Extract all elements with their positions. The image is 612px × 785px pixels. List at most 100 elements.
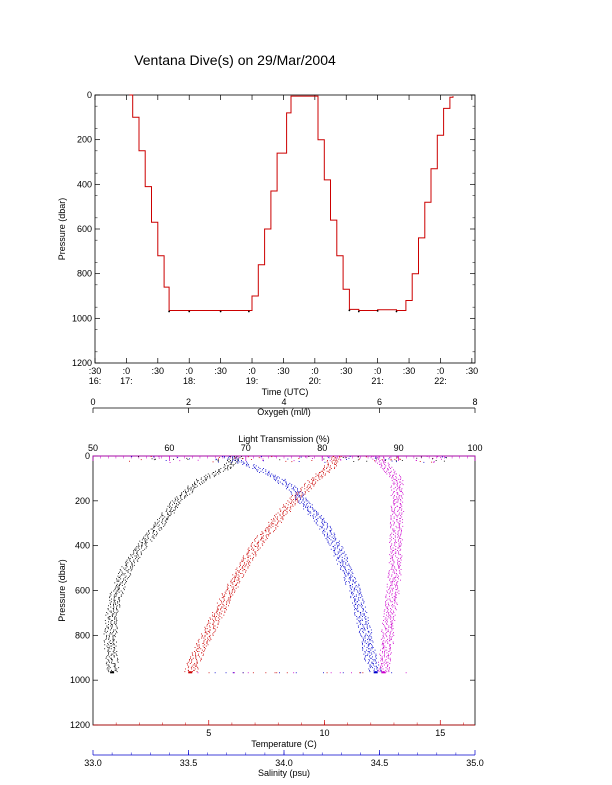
light-point <box>370 457 372 459</box>
oxygen-point <box>135 555 137 557</box>
light-bottom-marker <box>381 671 386 674</box>
salinity-point <box>285 482 287 484</box>
temperature-point <box>196 659 197 660</box>
oxygen-point <box>115 645 117 647</box>
temperature-point <box>204 638 206 640</box>
light-point <box>392 482 394 484</box>
salinity-point <box>375 660 376 662</box>
salinity-point <box>333 547 335 549</box>
salinity-point <box>263 468 264 469</box>
light-point <box>385 602 387 604</box>
salinity-point <box>365 622 367 624</box>
light-point <box>390 560 392 562</box>
salinity-point <box>365 660 366 662</box>
oxygen-point <box>105 622 107 624</box>
oxygen-point <box>109 599 111 601</box>
oxygen-point <box>116 620 118 621</box>
light-point <box>390 495 392 496</box>
salinity-point <box>334 550 335 551</box>
salinity-point <box>369 656 370 658</box>
oxygen-point <box>215 474 217 476</box>
temperature-point <box>265 535 267 537</box>
oxygen-point <box>170 508 172 510</box>
salinity-point <box>357 601 358 603</box>
temperature-point <box>334 460 336 461</box>
oxygen-point <box>155 535 157 537</box>
salinity-point <box>341 559 343 561</box>
salinity-point <box>364 659 366 660</box>
oxygen-point <box>125 567 127 569</box>
salinity-point <box>345 570 347 572</box>
salinity-point <box>362 616 363 617</box>
oxygen-point <box>218 470 219 472</box>
temperature-point <box>235 577 236 578</box>
temperature-point <box>282 513 284 515</box>
light-point <box>400 504 402 506</box>
salinity-axis-title: Salinity (psu) <box>258 768 310 778</box>
oxygen-point <box>161 512 163 514</box>
oxygen-point <box>193 486 195 488</box>
light-point <box>389 586 391 588</box>
light-point <box>399 546 401 547</box>
salinity-point <box>361 594 362 596</box>
temperature-point <box>209 637 211 639</box>
salinity-point <box>369 655 371 656</box>
light-point <box>395 586 396 588</box>
oxygen-point <box>133 560 135 562</box>
surface-point <box>131 456 133 458</box>
oxygen-point <box>109 597 110 599</box>
oxygen-point <box>116 630 117 632</box>
temperature-point <box>238 571 240 573</box>
light-point <box>401 521 403 523</box>
temperature-point <box>219 604 221 605</box>
light-point <box>394 507 396 508</box>
oxygen-point <box>116 586 118 588</box>
oxygen-point <box>126 581 127 582</box>
salinity-point <box>358 620 360 621</box>
light-point <box>392 556 393 558</box>
surface-point <box>300 456 302 458</box>
oxygen-point <box>115 594 117 596</box>
salinity-point <box>348 571 350 573</box>
surface-point <box>153 456 155 458</box>
temperature-point <box>269 525 271 527</box>
oxygen-point <box>112 637 114 639</box>
light-point <box>393 634 395 636</box>
salinity-point <box>357 610 358 612</box>
oxygen-point <box>112 632 114 634</box>
salinity-point <box>358 621 360 623</box>
light-point <box>397 505 399 507</box>
light-point <box>383 457 385 459</box>
light-point <box>382 657 383 659</box>
temperature-point <box>248 551 250 553</box>
light-point <box>383 643 385 644</box>
light-point <box>386 649 388 651</box>
salinity-point <box>338 544 340 546</box>
temperature-point <box>299 492 301 494</box>
salinity-point <box>353 590 355 592</box>
salinity-point <box>285 481 287 483</box>
salinity-point <box>345 583 347 585</box>
salinity-point <box>362 632 364 634</box>
light-point <box>391 585 393 586</box>
light-point <box>393 523 395 525</box>
oxygen-point <box>115 622 117 624</box>
light-point <box>383 625 385 627</box>
salinity-point <box>299 495 300 496</box>
oxygen-point <box>116 606 117 608</box>
oxygen-point <box>190 486 192 488</box>
oxygen-point <box>114 617 115 619</box>
light-point <box>399 507 400 508</box>
oxygen-point <box>176 504 178 506</box>
temperature-point <box>331 461 333 463</box>
bottom-point <box>323 672 324 674</box>
salinity-point <box>364 652 366 654</box>
salinity-point <box>284 478 286 480</box>
light-point <box>399 524 400 526</box>
depth-point <box>247 310 250 313</box>
light-point <box>397 564 399 566</box>
light-point <box>391 597 393 599</box>
oxygen-point <box>190 488 192 490</box>
light-point <box>390 581 392 582</box>
temperature-point <box>230 597 231 599</box>
